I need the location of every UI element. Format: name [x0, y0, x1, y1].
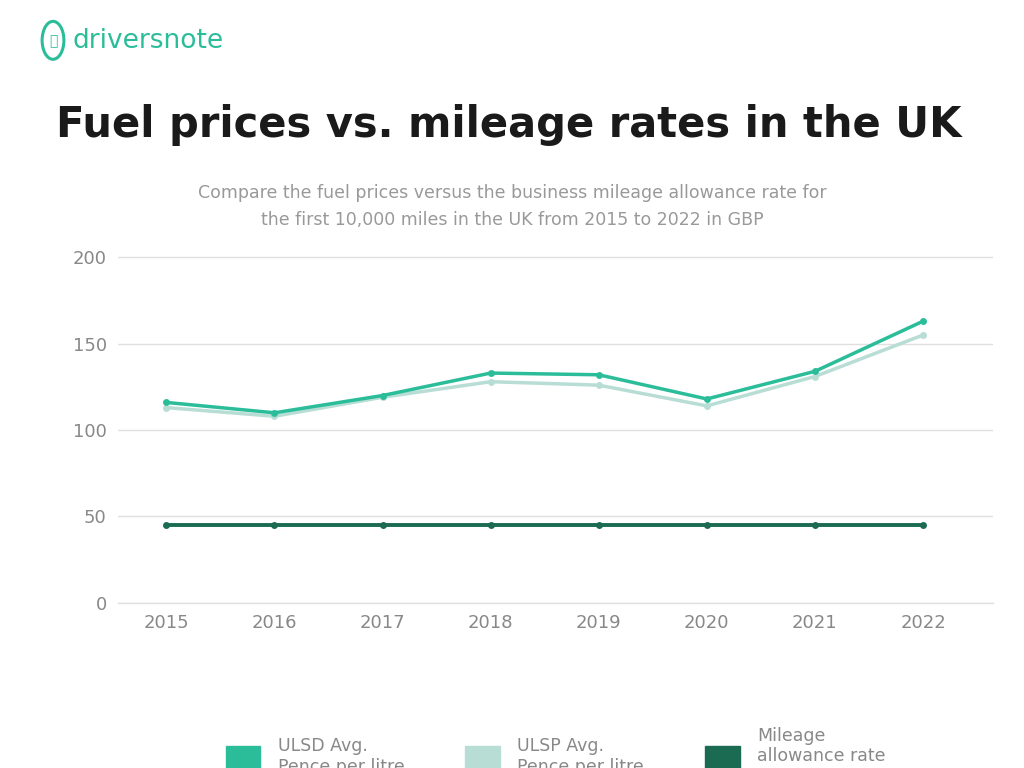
- Legend: ULSD Avg.
Pence per litre, ULSP Avg.
Pence per litre, Mileage
allowance rate
Pen: ULSD Avg. Pence per litre, ULSP Avg. Pen…: [217, 718, 894, 768]
- Text: 🚗: 🚗: [49, 35, 57, 48]
- Text: driversnote: driversnote: [73, 28, 223, 55]
- Text: Compare the fuel prices versus the business mileage allowance rate for
the first: Compare the fuel prices versus the busin…: [198, 184, 826, 229]
- Text: Fuel prices vs. mileage rates in the UK: Fuel prices vs. mileage rates in the UK: [56, 104, 962, 146]
